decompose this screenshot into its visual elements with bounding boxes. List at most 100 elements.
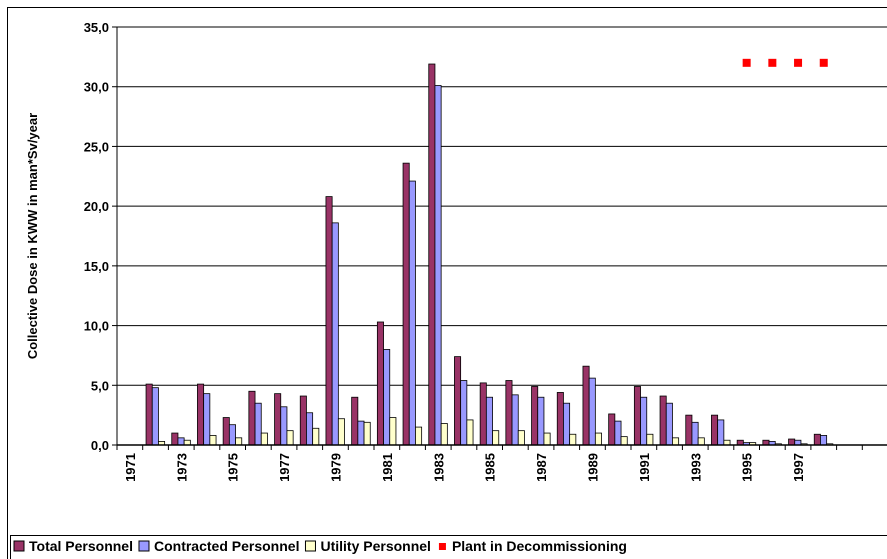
bar — [485, 396, 493, 446]
legend-swatch — [13, 540, 25, 552]
marker — [742, 58, 751, 67]
legend-swatch — [138, 540, 150, 552]
x-tick-label: 1977 — [277, 453, 292, 482]
bar — [376, 321, 384, 446]
bar — [351, 396, 359, 446]
bar — [260, 432, 268, 446]
bar — [325, 196, 333, 446]
legend-label: Utility Personnel — [320, 538, 430, 554]
x-tick-label: 1995 — [740, 453, 755, 482]
marker — [768, 58, 777, 67]
bar — [440, 423, 448, 446]
bar — [312, 427, 320, 446]
bar — [331, 222, 339, 446]
bar — [389, 417, 397, 446]
bar — [537, 396, 545, 446]
legend-label: Plant in Decommissioning — [452, 538, 627, 554]
y-tick-label: 20,0 — [84, 199, 109, 214]
legend-swatch — [438, 543, 446, 550]
legend-label: Total Personnel — [29, 538, 133, 554]
bar — [665, 402, 673, 446]
x-tick-label: 1971 — [123, 453, 138, 482]
y-tick-label: 0,0 — [91, 438, 109, 453]
bar — [280, 406, 288, 446]
bar — [479, 382, 487, 446]
bar — [363, 421, 371, 446]
bar — [454, 356, 462, 446]
bar — [235, 437, 243, 446]
bar — [466, 419, 474, 446]
bar — [145, 383, 153, 446]
bar — [415, 426, 423, 446]
bar — [428, 63, 436, 446]
x-tick-label: 1973 — [174, 453, 189, 482]
bar — [563, 402, 571, 446]
x-tick-label: 1991 — [637, 453, 652, 482]
bar — [434, 85, 442, 446]
bar — [717, 419, 725, 446]
bar — [531, 386, 539, 446]
bar — [299, 395, 307, 446]
bar — [197, 383, 205, 446]
bar — [640, 396, 648, 446]
bar — [620, 436, 628, 446]
bar — [254, 402, 262, 446]
bar — [582, 365, 590, 446]
y-tick-label: 25,0 — [84, 139, 109, 154]
y-axis-title: Collective Dose in KWW in man*Sv/year — [25, 113, 40, 359]
x-tick-label: 1983 — [431, 453, 446, 482]
bar — [248, 390, 256, 446]
bar — [633, 386, 641, 446]
legend-swatch — [304, 540, 316, 552]
bar — [569, 433, 577, 446]
bar — [614, 420, 622, 446]
bar — [203, 393, 211, 446]
bar — [659, 395, 667, 446]
bar — [685, 414, 693, 446]
x-tick-label: 1975 — [226, 453, 241, 482]
x-tick-label: 1993 — [688, 453, 703, 482]
x-tick-label: 1981 — [380, 453, 395, 482]
bar — [608, 413, 616, 446]
chart-frame — [7, 7, 887, 559]
bar — [543, 432, 551, 446]
bar — [646, 433, 654, 446]
bar — [337, 418, 345, 446]
bar — [511, 394, 519, 446]
bar — [383, 349, 391, 446]
bar — [306, 412, 314, 446]
bar — [357, 420, 365, 446]
bar — [151, 387, 159, 446]
x-tick-label: 1985 — [483, 453, 498, 482]
bar — [813, 433, 821, 446]
bar — [505, 380, 513, 446]
marker — [819, 58, 828, 67]
bar — [274, 393, 282, 446]
marker — [794, 58, 803, 67]
bar — [588, 377, 596, 446]
y-tick-label: 10,0 — [84, 319, 109, 334]
bar — [594, 432, 602, 446]
legend-label: Contracted Personnel — [154, 538, 299, 554]
x-tick-label: 1997 — [791, 453, 806, 482]
bar — [672, 437, 680, 446]
y-tick-label: 15,0 — [84, 259, 109, 274]
x-tick-label: 1989 — [585, 453, 600, 482]
bar — [402, 162, 410, 446]
bar — [820, 435, 828, 446]
x-tick-label: 1987 — [534, 453, 549, 482]
bar — [209, 435, 217, 446]
bar — [788, 438, 796, 446]
bar — [697, 437, 705, 446]
bar — [556, 392, 564, 446]
bar — [286, 430, 294, 446]
bar — [228, 424, 236, 446]
y-tick-label: 35,0 — [84, 20, 109, 35]
legend-box — [10, 535, 887, 559]
bar — [222, 417, 230, 446]
bar — [492, 430, 500, 446]
y-tick-label: 30,0 — [84, 80, 109, 95]
bar — [460, 380, 468, 446]
x-tick-label: 1979 — [328, 453, 343, 482]
